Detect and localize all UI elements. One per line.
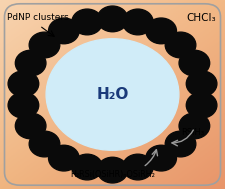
Circle shape — [29, 131, 60, 157]
Circle shape — [146, 18, 176, 44]
Text: PdNP clusters: PdNP clusters — [7, 13, 68, 22]
Circle shape — [46, 39, 179, 150]
Circle shape — [29, 32, 60, 58]
Circle shape — [97, 6, 128, 32]
Circle shape — [179, 113, 210, 139]
Circle shape — [165, 32, 196, 58]
Circle shape — [15, 113, 46, 139]
Circle shape — [123, 9, 153, 35]
Circle shape — [97, 157, 128, 183]
Circle shape — [165, 131, 196, 157]
Text: RSiH₃: RSiH₃ — [182, 128, 205, 137]
Circle shape — [146, 145, 176, 171]
Circle shape — [186, 92, 217, 118]
Circle shape — [15, 50, 46, 76]
Text: H₂RSi(OSiHR)ₙOSiRH₂: H₂RSi(OSiHR)ₙOSiRH₂ — [70, 170, 155, 179]
Circle shape — [49, 145, 79, 171]
Circle shape — [8, 71, 39, 97]
Text: CHCl₃: CHCl₃ — [186, 13, 216, 23]
Circle shape — [49, 18, 79, 44]
Circle shape — [123, 154, 153, 180]
Circle shape — [179, 50, 210, 76]
Circle shape — [72, 9, 102, 35]
Circle shape — [8, 92, 39, 118]
Text: H₂O: H₂O — [96, 87, 129, 102]
Circle shape — [186, 71, 217, 97]
Circle shape — [72, 154, 102, 180]
